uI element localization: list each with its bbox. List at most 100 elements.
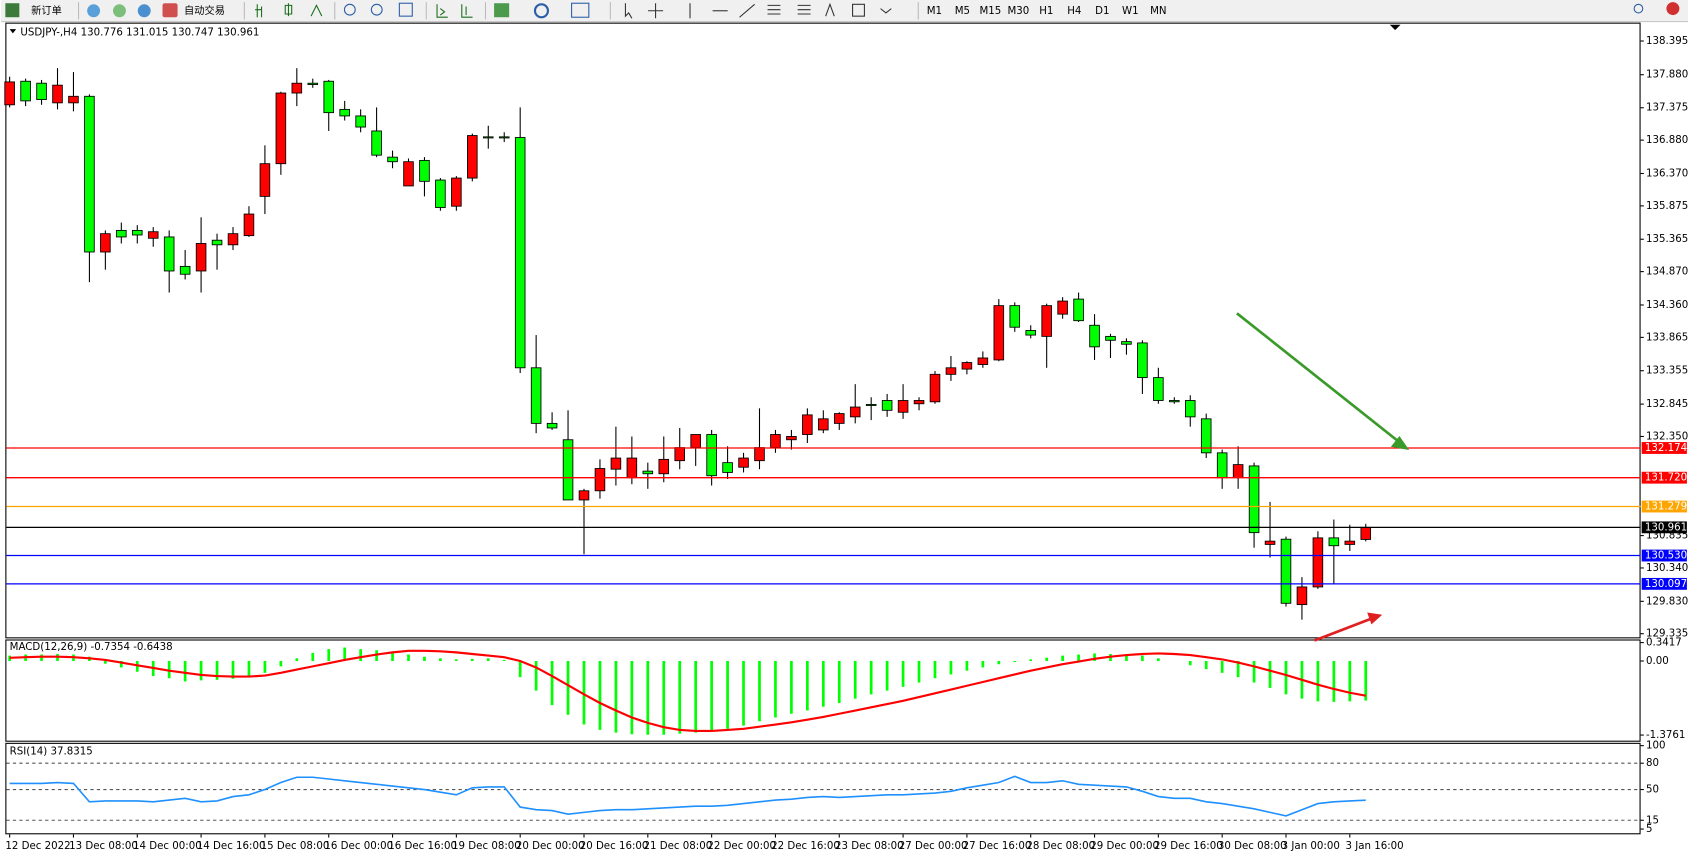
- timeframe-button[interactable]: M30: [1007, 6, 1029, 17]
- candle-body: [1121, 341, 1132, 345]
- candle-body: [307, 82, 319, 85]
- y-tick-label: 135.365: [1646, 234, 1688, 245]
- signal-line: [9, 649, 1366, 733]
- auto-trade-button[interactable]: 自动交易: [184, 4, 225, 17]
- x-tick-label: 16 Dec 16:00: [388, 841, 457, 852]
- new-order-icon[interactable]: [5, 3, 20, 18]
- search-icon[interactable]: [1633, 3, 1644, 14]
- price-label: 132.174: [1645, 443, 1687, 454]
- candle-body: [786, 436, 797, 441]
- candle-body: [355, 115, 366, 128]
- candle-body: [865, 403, 877, 406]
- x-tick-label: 12 Dec 2022: [5, 841, 70, 852]
- macd-value: -0.7354: [91, 642, 130, 653]
- timeframe-button[interactable]: W1: [1122, 6, 1139, 17]
- y-tick-label: 129.830: [1646, 596, 1688, 607]
- icon[interactable]: [87, 4, 101, 18]
- toolbar: [1, 0, 1688, 22]
- candle-body: [1137, 342, 1148, 379]
- candle-body: [435, 179, 446, 208]
- candle-body: [706, 434, 717, 477]
- y-tick-label: 133.865: [1646, 332, 1688, 343]
- price-label: 130.961: [1645, 522, 1687, 533]
- notification-icon[interactable]: [1666, 2, 1680, 16]
- y-tick-label: 0.00: [1646, 656, 1669, 667]
- timeframe-button[interactable]: H4: [1067, 6, 1081, 17]
- indicators-icon[interactable]: [494, 3, 510, 18]
- x-tick-label: 15 Dec 08:00: [261, 841, 330, 852]
- rsi-panel: [5, 742, 1641, 835]
- drawing-tools[interactable]: [624, 2, 892, 19]
- scroll-icons[interactable]: [436, 4, 473, 18]
- candle-body: [132, 229, 143, 236]
- y-tick-label: 135.875: [1646, 201, 1688, 212]
- candle-body: [530, 367, 542, 424]
- timeframe-button[interactable]: M5: [955, 6, 970, 17]
- candle-body: [578, 490, 590, 501]
- candle-body: [993, 305, 1005, 361]
- candle-body: [913, 400, 925, 405]
- y-tick-label: 5: [1646, 824, 1653, 835]
- x-tick-label: 23 Dec 08:00: [835, 841, 904, 852]
- timeframe-button[interactable]: H1: [1039, 6, 1053, 17]
- x-tick-label: 3 Jan 00:00: [1282, 841, 1340, 852]
- macd-panel: [5, 639, 1641, 742]
- close: 130.961: [217, 27, 259, 38]
- candle-body: [674, 447, 686, 462]
- y-tick-label: -1.3761: [1646, 730, 1685, 741]
- chart-type-icons[interactable]: [255, 3, 323, 18]
- price-label: 131.279: [1645, 502, 1687, 513]
- main-panel: [5, 22, 1641, 639]
- x-tick-label: 3 Jan 16:00: [1345, 841, 1403, 852]
- price-label-bg: [1641, 442, 1687, 454]
- timeframe-button[interactable]: D1: [1095, 6, 1109, 17]
- rsi-line: [9, 775, 1366, 817]
- y-tick-label: 137.375: [1646, 103, 1688, 114]
- candle-body: [52, 84, 63, 104]
- candle-body: [275, 92, 287, 165]
- x-tick-label: 13 Dec 08:00: [69, 841, 138, 852]
- timeframe-button[interactable]: M15: [979, 6, 1001, 17]
- candle-body: [626, 457, 638, 479]
- candle-body: [1344, 540, 1356, 545]
- periods-icon[interactable]: [533, 3, 549, 19]
- candle-body: [1073, 298, 1084, 322]
- candle-body: [1248, 465, 1260, 534]
- y-tick-label: 133.355: [1646, 366, 1688, 377]
- icon[interactable]: [112, 4, 126, 18]
- candle-body: [802, 414, 813, 435]
- green-arrow-head: [1390, 435, 1410, 450]
- y-tick-label: 100: [1646, 741, 1666, 752]
- candle-body: [100, 233, 111, 253]
- candle-body: [403, 161, 414, 187]
- y-tick-label: 137.880: [1646, 70, 1688, 81]
- x-tick-label: 14 Dec 00:00: [133, 841, 202, 852]
- zoom-icons[interactable]: [343, 2, 413, 17]
- timeframe-button[interactable]: M1: [927, 6, 942, 17]
- candle-body: [36, 82, 47, 100]
- timeframe-button[interactable]: MN: [1150, 6, 1166, 17]
- candle-body: [1232, 464, 1244, 479]
- candle-body: [1216, 452, 1228, 479]
- y-tick-label: 138.395: [1646, 36, 1688, 47]
- candle-body: [897, 400, 909, 413]
- price-label: 131.720: [1645, 473, 1687, 484]
- macd-header: MACD(12,26,9) -0.7354 -0.6438: [10, 642, 173, 653]
- x-tick-label: 29 Dec 16:00: [1154, 841, 1223, 852]
- templates-icon[interactable]: [571, 2, 590, 18]
- candle-body: [1280, 538, 1292, 604]
- candle-body: [929, 373, 941, 403]
- price-label-bg: [1641, 471, 1687, 484]
- icon[interactable]: [137, 4, 151, 18]
- candle-body: [259, 163, 271, 197]
- candle-body: [690, 434, 701, 449]
- auto-trade-icon[interactable]: [162, 3, 178, 18]
- chart-shift-marker: [1389, 24, 1401, 31]
- candle-body: [610, 457, 622, 470]
- high: 131.015: [126, 27, 168, 38]
- candle-body: [243, 213, 255, 237]
- signal-value: -0.6438: [133, 642, 172, 653]
- x-tick-label: 27 Dec 16:00: [963, 841, 1032, 852]
- y-tick-label: 134.870: [1646, 267, 1688, 278]
- new-order-button[interactable]: 新订单: [31, 4, 62, 17]
